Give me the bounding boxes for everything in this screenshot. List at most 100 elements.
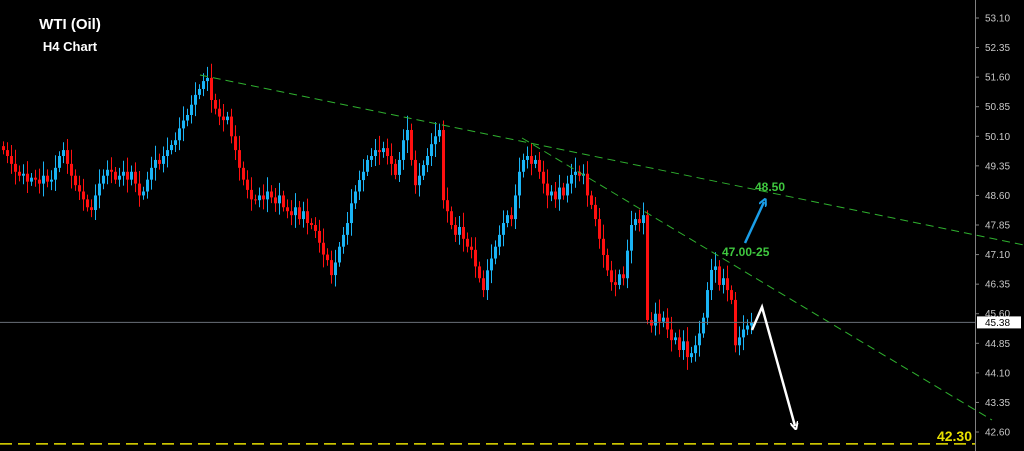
candle-body — [362, 171, 365, 181]
candle-body — [326, 254, 329, 261]
candle — [418, 163, 421, 197]
candle-body — [330, 260, 333, 276]
candle-body — [366, 159, 369, 172]
candle — [182, 106, 185, 142]
candle-body — [462, 226, 465, 239]
candle — [614, 269, 617, 297]
candle — [682, 330, 685, 360]
candle-body — [686, 341, 689, 358]
candle — [394, 159, 397, 180]
candle-body — [198, 88, 201, 95]
candle — [298, 200, 301, 225]
candle-body — [594, 204, 597, 220]
candle-body — [398, 159, 401, 175]
candle-body — [10, 156, 13, 164]
candle-body — [78, 185, 81, 192]
candle-body — [618, 274, 621, 285]
candle-body — [70, 163, 73, 176]
candle-body — [482, 278, 485, 291]
candle-body — [410, 129, 413, 160]
candle-body — [554, 191, 557, 200]
candle — [742, 315, 745, 351]
candle-body — [334, 262, 337, 276]
candle-body — [586, 173, 589, 196]
candle-body — [626, 250, 629, 279]
candle-body — [174, 140, 177, 145]
tick-label: 50.10 — [985, 132, 1010, 143]
candle — [166, 137, 169, 168]
candle — [570, 163, 573, 194]
candle-body — [294, 207, 297, 216]
candle — [702, 312, 705, 338]
candle-body — [338, 246, 341, 263]
chart-title: WTI (Oil) — [39, 16, 101, 33]
candle-body — [654, 313, 657, 326]
candle-body — [206, 77, 209, 82]
candle — [526, 146, 529, 169]
candle-body — [642, 215, 645, 224]
candle-body — [414, 159, 417, 186]
candle — [562, 182, 565, 200]
candle-body — [714, 266, 717, 270]
candle — [542, 160, 545, 194]
candle — [622, 266, 625, 286]
candle — [330, 250, 333, 284]
candle — [358, 170, 361, 201]
candle-body — [186, 114, 189, 121]
upper-trendline — [199, 74, 1024, 246]
candle-body — [418, 175, 421, 186]
candle — [514, 184, 517, 230]
candle — [686, 327, 689, 370]
candle-body — [478, 266, 481, 279]
candle — [466, 232, 469, 253]
candle — [226, 111, 229, 125]
candle — [334, 249, 337, 287]
candle — [318, 219, 321, 253]
candle — [222, 103, 225, 132]
candle — [30, 172, 33, 186]
candle-body — [178, 128, 181, 141]
candle — [114, 167, 117, 184]
candle — [346, 211, 349, 245]
candle — [410, 123, 413, 166]
candle — [474, 237, 477, 278]
arrow-down-icon — [750, 303, 795, 426]
candle — [406, 115, 409, 154]
candle-body — [286, 207, 289, 212]
candle-body — [202, 81, 205, 89]
tick-label: 42.60 — [985, 428, 1010, 439]
candle-body — [570, 174, 573, 184]
candle-body — [310, 223, 313, 226]
candle — [438, 123, 441, 142]
candle — [70, 149, 73, 189]
candle — [78, 175, 81, 201]
tick-label: 49.35 — [985, 161, 1010, 172]
candle-body — [730, 290, 733, 300]
candle — [666, 308, 669, 339]
candle-body — [662, 317, 665, 322]
candle — [450, 206, 453, 230]
candle — [634, 212, 637, 231]
candle-body — [298, 207, 301, 220]
candle-body — [222, 116, 225, 121]
support-label: 42.30 — [937, 428, 972, 444]
current-price-tag — [977, 316, 1021, 329]
candle — [590, 190, 593, 210]
candle — [730, 285, 733, 305]
candle — [706, 282, 709, 325]
candle-body — [162, 156, 165, 164]
candle — [194, 82, 197, 117]
candle-body — [698, 333, 701, 346]
candle-body — [262, 195, 265, 200]
candle-body — [630, 225, 633, 251]
candle — [294, 193, 297, 228]
candle-body — [278, 195, 281, 204]
candle — [314, 217, 317, 239]
candle — [262, 184, 265, 210]
candle — [510, 207, 513, 227]
candle — [210, 63, 213, 113]
candle-body — [146, 179, 149, 192]
arrow-up-icon — [743, 202, 764, 244]
candle — [462, 212, 465, 252]
